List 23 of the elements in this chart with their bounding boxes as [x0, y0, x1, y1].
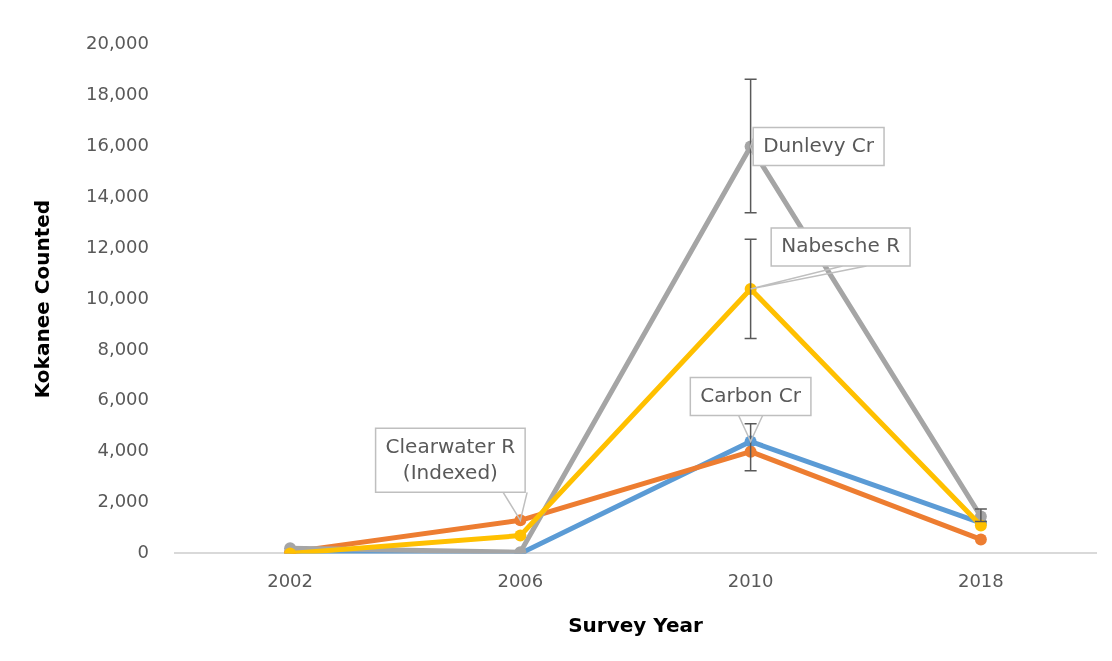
y-tick-label: 14,000 [86, 185, 149, 207]
y-tick-label: 10,000 [86, 286, 149, 308]
x-axis-title: Survey Year [568, 613, 703, 638]
y-tick-label: 0 [137, 541, 149, 563]
point [974, 533, 987, 546]
y-tick-label: 4,000 [97, 439, 149, 461]
y-tick-label: 8,000 [97, 337, 149, 359]
y-tick-label: 18,000 [86, 83, 149, 105]
y-tick-label: 6,000 [97, 388, 149, 410]
y-tick-label: 16,000 [86, 134, 149, 156]
x-tick-label: 2002 [267, 569, 314, 591]
annotation: Clearwater R (Indexed) [385, 433, 516, 484]
y-tick-label: 12,000 [86, 235, 149, 257]
annotation: Dunlevy Cr [763, 132, 875, 157]
annotation: Carbon Cr [700, 382, 802, 407]
x-tick-label: 2010 [727, 569, 774, 591]
annotation: Nabesche R [781, 233, 901, 258]
x-tick-label: 2018 [957, 569, 1004, 591]
y-tick-label: 2,000 [97, 490, 149, 512]
point [514, 529, 527, 542]
x-tick-label: 2006 [497, 569, 544, 591]
y-tick-label: 20,000 [86, 32, 149, 54]
y-axis-title: Kokanee Counted [30, 199, 55, 399]
